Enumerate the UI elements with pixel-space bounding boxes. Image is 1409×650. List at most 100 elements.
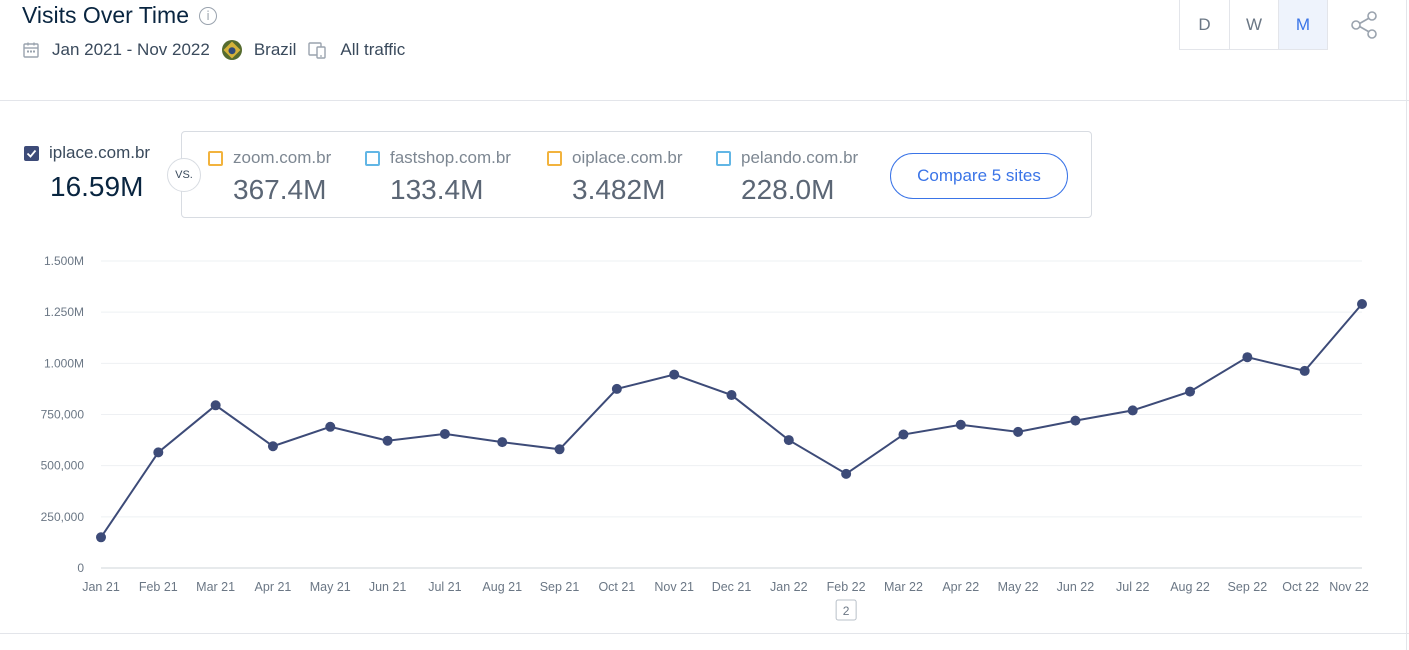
competitor-name: oiplace.com.br (572, 148, 683, 167)
main-site-name: iplace.com.br (49, 143, 151, 162)
x-tick-label: Apr 21 (255, 580, 292, 594)
data-point[interactable] (1185, 386, 1196, 397)
devices-icon (308, 42, 327, 59)
x-tick-label: Oct 21 (598, 580, 635, 594)
y-tick-label: 250,000 (41, 510, 85, 524)
data-point[interactable] (1070, 415, 1081, 426)
period-week-button[interactable]: W (1229, 0, 1278, 49)
x-tick-label: Feb 21 (139, 580, 178, 594)
x-tick-label: Aug 22 (1170, 580, 1210, 594)
data-point[interactable] (898, 429, 909, 440)
data-point[interactable] (210, 400, 221, 411)
competitor-pelando[interactable]: pelando.com.br 228.0M (716, 148, 858, 206)
info-icon[interactable]: i (199, 6, 217, 25)
data-point[interactable] (1299, 365, 1310, 376)
data-point[interactable] (382, 435, 393, 446)
competitor-name: fastshop.com.br (390, 148, 511, 167)
x-tick-label: Dec 21 (712, 580, 752, 594)
competitor-name: zoom.com.br (233, 148, 332, 167)
y-tick-label: 1.250M (44, 305, 84, 319)
data-point[interactable] (955, 419, 966, 430)
data-point[interactable] (726, 390, 737, 401)
title-text: Visits Over Time (22, 2, 189, 28)
competitor-checkbox[interactable] (716, 150, 731, 166)
country-text: Brazil (253, 40, 297, 59)
x-tick-label: Jun 21 (369, 580, 407, 594)
x-tick-label: Jun 22 (1057, 580, 1095, 594)
header-bar: Visits Over Time i Jan 2021 - Nov 2022 B… (0, 0, 1409, 101)
visits-line-chart: 0 250,000 500,000 750,000 1.000M 1.250M 1.500M… (41, 254, 1369, 621)
data-point[interactable] (783, 435, 794, 446)
competitor-oiplace[interactable]: oiplace.com.br 3.482M (547, 148, 683, 206)
competitor-value: 228.0M (741, 174, 835, 205)
x-tick-label: Jul 22 (1116, 580, 1149, 594)
x-tick-label: Sep 22 (1228, 580, 1268, 594)
x-tick-label: May 22 (998, 580, 1039, 594)
date-range[interactable]: Jan 2021 - Nov 2022 (22, 40, 210, 60)
competitor-checkbox[interactable] (365, 150, 380, 166)
series-line (100, 303, 1363, 538)
data-point[interactable] (439, 428, 450, 439)
main-site-value: 16.59M (50, 171, 144, 202)
competitor-checkbox[interactable] (208, 150, 223, 166)
brazil-flag-icon (221, 40, 242, 60)
traffic-filter[interactable]: All traffic (308, 40, 405, 60)
page-title: Visits Over Time i (22, 2, 217, 29)
competitor-value: 3.482M (572, 174, 666, 205)
y-tick-label: 1.000M (44, 356, 84, 370)
share-icon[interactable] (1350, 10, 1378, 40)
compare-sites-button[interactable]: Compare 5 sites (890, 153, 1068, 199)
data-point[interactable] (153, 447, 164, 458)
traffic-text: All traffic (340, 40, 406, 59)
calendar-icon (23, 42, 39, 58)
annotation-label: 2 (843, 604, 850, 618)
period-month-button[interactable]: M (1278, 0, 1327, 49)
competitor-zoom[interactable]: zoom.com.br 367.4M (208, 148, 331, 206)
date-range-text: Jan 2021 - Nov 2022 (52, 40, 210, 59)
annotation-marker[interactable] (835, 599, 857, 621)
granularity-toggle: D W M (1179, 0, 1328, 50)
data-point[interactable] (554, 444, 565, 455)
competitor-panel: zoom.com.br 367.4M fastshop.com.br 133.4… (181, 131, 1092, 218)
x-tick-label: Sep 21 (540, 580, 580, 594)
main-site-row[interactable]: iplace.com.br (24, 143, 150, 163)
y-tick-label: 500,000 (41, 459, 85, 473)
data-point[interactable] (1013, 426, 1024, 437)
bottom-divider (0, 633, 1409, 634)
x-tick-label: Feb 22 (827, 580, 866, 594)
right-divider (1406, 0, 1407, 650)
x-tick-label: Nov 22 (1329, 580, 1369, 594)
data-point[interactable] (611, 383, 622, 394)
x-tick-label: Nov 21 (654, 580, 694, 594)
x-tick-label: Mar 21 (196, 580, 235, 594)
vs-badge: VS. (167, 158, 201, 192)
data-point[interactable] (497, 437, 508, 448)
x-tick-label: Jul 21 (428, 580, 461, 594)
data-point[interactable] (1357, 298, 1367, 309)
data-point[interactable] (1127, 405, 1138, 416)
y-tick-label: 750,000 (41, 408, 85, 422)
period-day-button[interactable]: D (1198, 14, 1211, 34)
x-tick-label: Aug 21 (482, 580, 522, 594)
data-point[interactable] (1242, 352, 1253, 363)
competitor-value: 133.4M (390, 174, 484, 205)
x-tick-label: Jan 22 (770, 580, 808, 594)
competitor-checkbox[interactable] (547, 150, 562, 166)
competitor-value: 367.4M (233, 174, 327, 205)
data-point[interactable] (325, 421, 336, 432)
data-point[interactable] (96, 532, 106, 543)
filter-meta: Jan 2021 - Nov 2022 Brazil All traffic (22, 40, 417, 60)
x-tick-label: Oct 22 (1282, 580, 1319, 594)
main-site-checkbox[interactable] (24, 145, 39, 161)
country-filter[interactable]: Brazil (221, 40, 297, 60)
y-tick-label: 0 (77, 561, 84, 575)
data-point[interactable] (267, 441, 278, 452)
y-tick-label: 1.500M (44, 254, 84, 268)
data-point[interactable] (841, 468, 852, 479)
competitor-fastshop[interactable]: fastshop.com.br 133.4M (365, 148, 511, 206)
data-point[interactable] (669, 369, 680, 380)
x-tick-label: Mar 22 (884, 580, 923, 594)
checkmark-icon (26, 149, 37, 158)
x-tick-label: Apr 22 (942, 580, 979, 594)
x-tick-label: Jan 21 (82, 580, 120, 594)
